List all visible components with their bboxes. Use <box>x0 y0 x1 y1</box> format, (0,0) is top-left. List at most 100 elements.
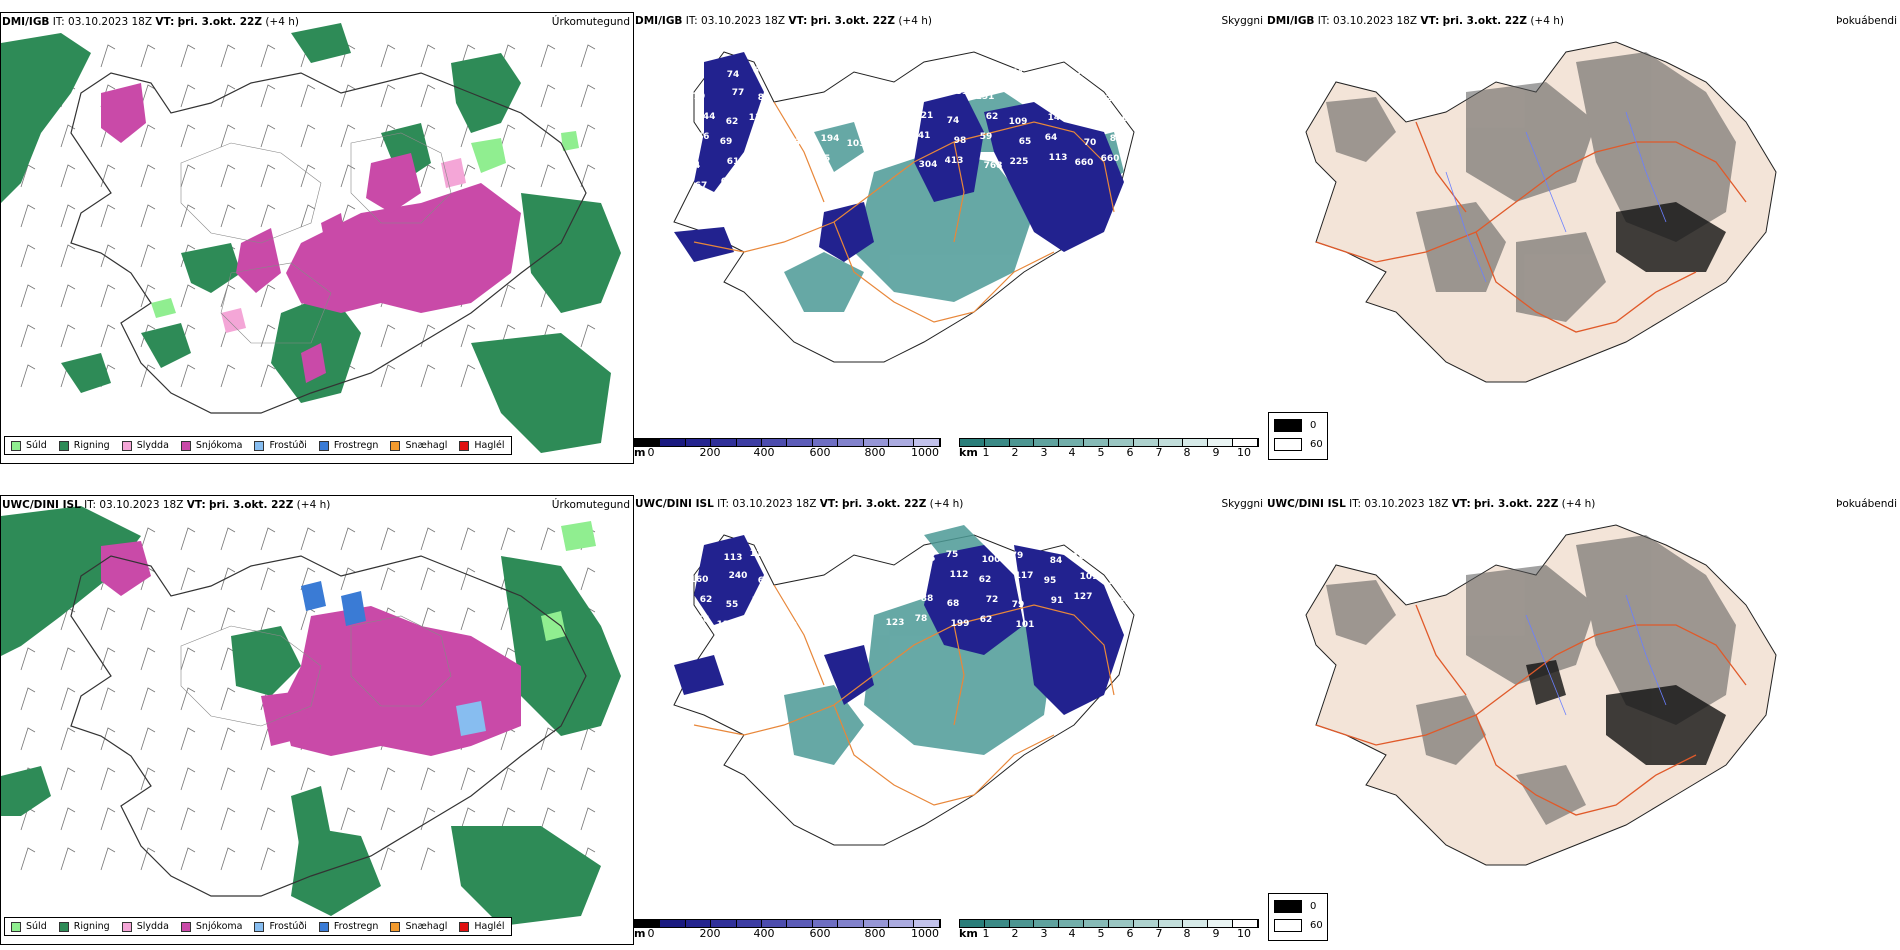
wind-barb <box>300 767 316 791</box>
visibility-map-top: 82 74 60 55 69 110 74 95 73 72 79 77 81 80 61 76 85 127 15… <box>673 51 1135 363</box>
wind-barb <box>420 324 436 348</box>
wind-barb <box>260 164 276 188</box>
wind-barb <box>60 244 76 268</box>
wind-barb <box>60 687 76 711</box>
vis-value-label: 61 <box>721 177 734 187</box>
vis-value-label: 109 <box>1080 572 1099 582</box>
fog-legend-swatch <box>1274 919 1302 932</box>
vis-value-label: 55 <box>920 71 933 81</box>
colorbar-cell <box>1233 920 1258 927</box>
precip-map-top <box>1 23 621 453</box>
vis-value-label: 116 <box>750 549 769 559</box>
wind-barb <box>260 767 276 791</box>
visibility-panel-bottom: 56 113 116 105 75 100 79 84 106 145 160 240 63 97 57 70… <box>634 495 1266 945</box>
colorbar-tick: 2 <box>1011 927 1019 940</box>
wind-barb <box>340 567 356 591</box>
precip-panel-top: DMI/IGB IT: 03.10.2023 18Z VT: þri. 3.ok… <box>0 12 634 464</box>
wind-barb <box>220 527 236 551</box>
vis-value-label: 91 <box>1051 596 1064 606</box>
vis-value-label: 80 <box>850 622 863 632</box>
wind-barb <box>420 607 436 631</box>
vis-value-label: 68 <box>947 599 960 609</box>
freezing-drizzle-areas <box>456 701 486 736</box>
vis-value-label: 109 <box>1009 117 1028 127</box>
colorbar-tick: 3 <box>1040 927 1048 940</box>
vis-value-label: 101 <box>1016 620 1035 630</box>
wind-barb <box>140 847 156 871</box>
wind-barb <box>380 324 396 348</box>
wind-barb <box>500 527 516 551</box>
vis-value-label: 115 <box>749 113 768 123</box>
vis-value-label: 70 <box>1084 138 1097 148</box>
colorbar-cell <box>1108 439 1134 446</box>
fog-dark-core <box>1526 660 1726 765</box>
wind-barb <box>420 847 436 871</box>
colorbar-cell <box>1059 439 1085 446</box>
wind-barb <box>100 607 116 631</box>
wind-barb <box>180 567 196 591</box>
colorbar-unit: km <box>959 927 978 940</box>
colorbar-cell <box>762 920 788 927</box>
fog-legend: 0 60 <box>1268 412 1328 460</box>
vis-value-label: 92 <box>1018 88 1031 98</box>
wind-barb <box>220 44 236 68</box>
precip-panel-bottom: UWC/DINI ISL IT: 03.10.2023 18Z VT: þri.… <box>0 495 634 945</box>
fog-legend-row: 0 <box>1274 419 1316 432</box>
wind-barb <box>180 364 196 388</box>
iceland-outline <box>70 555 587 897</box>
colorbar-tick: 1000 <box>911 446 939 459</box>
terrain-contours <box>180 615 452 727</box>
vis-value-label: 72 <box>986 595 999 605</box>
wind-barb <box>140 364 156 388</box>
fog-map-top <box>1305 41 1777 383</box>
wind-barb <box>100 244 116 268</box>
vis-value-label: 62 <box>700 595 713 605</box>
wind-barb <box>220 567 236 591</box>
vis-value-label: 80 <box>784 89 797 99</box>
wind-barb <box>300 124 316 148</box>
vis-value-label: 98 <box>954 136 967 146</box>
colorbar-cell <box>984 920 1010 927</box>
vis-value-label: 151 <box>976 92 995 102</box>
vis-value-label: 153 <box>950 87 969 97</box>
vis-value-label: 76 <box>849 90 862 100</box>
vis-value-label: 110 <box>982 72 1001 82</box>
wind-barb <box>580 807 596 831</box>
legend-swatch <box>121 921 132 932</box>
vis-value-label: 97 <box>784 572 797 582</box>
colorbar-cells <box>959 438 1259 447</box>
colorbar-cell <box>736 439 763 446</box>
vis-value-label: 69 <box>720 137 733 147</box>
sleet-areas <box>221 158 466 333</box>
wind-barb <box>580 124 596 148</box>
colorbar-cell <box>1059 920 1085 927</box>
colorbar-tick: 200 <box>699 446 721 459</box>
wind-barb <box>460 607 476 631</box>
wind-barb <box>500 164 516 188</box>
vis-value-label: 123 <box>1074 109 1093 119</box>
legend-swatch <box>318 440 329 451</box>
wind-barb <box>140 527 156 551</box>
colorbar-cell <box>1158 920 1184 927</box>
panel-title: Skyggni <box>1221 498 1264 510</box>
vis-value-label: 63 <box>856 110 869 120</box>
colorbar-cell <box>914 920 940 927</box>
vis-value-label: 198 <box>756 133 775 143</box>
colorbar-tick: 8 <box>1183 927 1191 940</box>
wind-barb <box>460 364 476 388</box>
wind-barb <box>540 44 556 68</box>
wind-barb <box>180 647 196 671</box>
legend-item-snjokoma: Snjókoma <box>180 440 242 451</box>
colorbar-cell <box>1034 439 1060 446</box>
legend-swatch <box>180 440 191 451</box>
wind-barb <box>500 124 516 148</box>
fog-legend-row: 0 <box>1274 900 1316 913</box>
colorbar-cell <box>736 920 763 927</box>
colorbar-tick: 2 <box>1011 446 1019 459</box>
wind-barb <box>220 204 236 228</box>
wind-barb <box>420 807 436 831</box>
wind-barb <box>60 284 76 308</box>
wind-barb <box>140 324 156 348</box>
fog-legend-row: 60 <box>1274 919 1323 932</box>
vis-value-label: 85 <box>888 95 901 105</box>
